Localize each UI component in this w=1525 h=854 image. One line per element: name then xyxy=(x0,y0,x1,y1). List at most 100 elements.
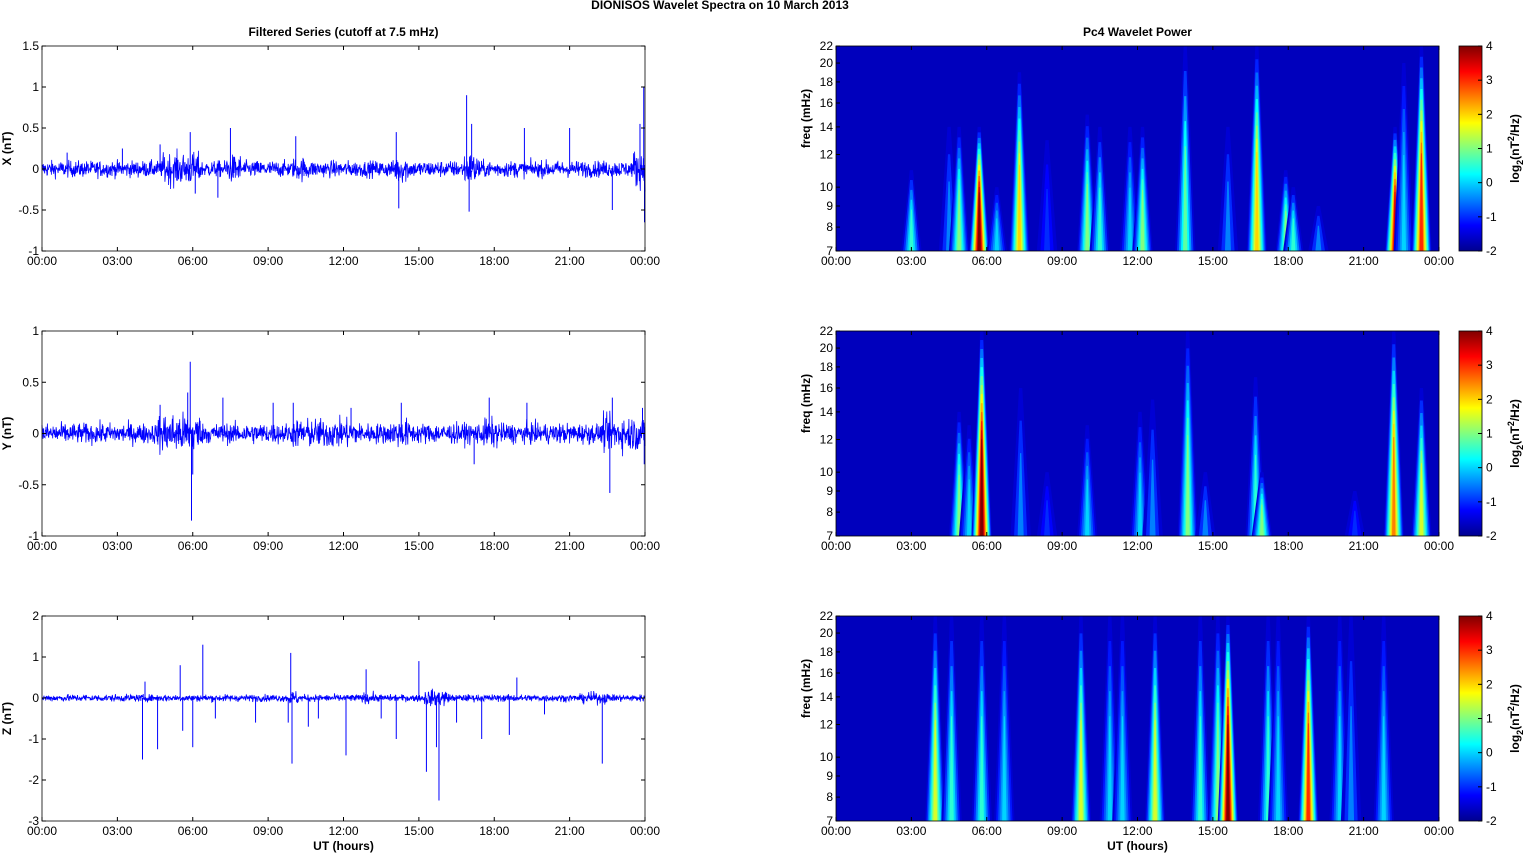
y-tick-label: 7 xyxy=(826,529,833,543)
burst-contour xyxy=(1127,187,1133,251)
y-tick-label: 8 xyxy=(826,790,833,804)
colorbar-tick-label: -2 xyxy=(1486,529,1497,543)
x-tick-label: 06:00 xyxy=(972,824,1002,838)
x-tick-label: 18:00 xyxy=(479,824,509,838)
y-tick-label: 22 xyxy=(820,609,834,623)
wavelet-burst xyxy=(925,616,946,821)
figure-title: DIONISOS Wavelet Spectra on 10 March 201… xyxy=(591,0,849,12)
wavelet-burst xyxy=(948,126,970,251)
x-tick-label: 15:00 xyxy=(1198,254,1228,268)
burst-contour xyxy=(1259,504,1264,536)
colorbar-tick-label: 3 xyxy=(1486,358,1493,372)
y-axis-label: Y (nT) xyxy=(0,417,14,451)
burst-contour xyxy=(1255,152,1259,251)
y-tick-label: 0 xyxy=(32,427,39,441)
y-tick-label: 2 xyxy=(32,609,39,623)
wavelet-burst xyxy=(1112,616,1133,821)
x-tick-label: 06:00 xyxy=(972,539,1002,553)
y-tick-label: 1 xyxy=(32,650,39,664)
colorbar-tick-label: 0 xyxy=(1486,746,1493,760)
burst-contour xyxy=(1291,218,1296,251)
x-tick-label: 15:00 xyxy=(1198,539,1228,553)
burst-layer xyxy=(901,46,1432,251)
burst-contour xyxy=(909,209,914,251)
colorbar-label-part: (nT xyxy=(1508,711,1522,730)
colorbar-label-part: /Hz) xyxy=(1508,684,1522,706)
colorbar-label-part: /Hz) xyxy=(1508,114,1522,136)
y-tick-label: -1 xyxy=(28,529,39,543)
burst-contour xyxy=(966,479,972,536)
burst-contour xyxy=(1107,716,1113,821)
timeseries-panel-Z: -3 -2 -1 0 1 2 Z (nT) 00:00 03:00 06:00 09:00 12:00… xyxy=(0,609,660,853)
y-tick-label: -3 xyxy=(28,814,39,828)
burst-contour xyxy=(1185,435,1190,536)
wavelet-burst xyxy=(1393,63,1415,251)
wavelet-burst xyxy=(1077,425,1098,536)
wavelet-burst xyxy=(1268,616,1289,821)
colorbar-label-part: 2 xyxy=(1506,706,1516,711)
x-tick-label: 21:00 xyxy=(555,824,585,838)
x-axis-label: UT (hours) xyxy=(1107,839,1168,853)
x-tick-label: 00:00 xyxy=(630,824,660,838)
x-tick-label: 06:00 xyxy=(972,254,1002,268)
x-tick-label: 18:00 xyxy=(479,254,509,268)
wavelet-burst xyxy=(1217,616,1239,821)
x-tick-label: 00:00 xyxy=(27,254,57,268)
burst-layer xyxy=(925,616,1394,821)
burst-contour xyxy=(1140,189,1145,251)
burst-contour xyxy=(979,716,984,821)
colorbar-label-part: 2 xyxy=(1515,445,1525,450)
colorbar-label-part: 2 xyxy=(1515,730,1525,735)
colorbar-label-part: (nT xyxy=(1508,426,1522,445)
burst-contour xyxy=(1183,146,1188,251)
y-tick-label: 8 xyxy=(826,220,833,234)
wavelet-burst xyxy=(1144,616,1166,821)
colorbar-tick-label: 3 xyxy=(1486,73,1493,87)
x-tick-label: 09:00 xyxy=(253,254,283,268)
y-tick-label: 20 xyxy=(820,626,834,640)
x-tick-label: 03:00 xyxy=(102,539,132,553)
burst-contour xyxy=(1044,500,1051,536)
wavelet-burst xyxy=(1283,187,1304,251)
wavelet-burst xyxy=(941,616,962,821)
burst-contour xyxy=(1419,153,1424,251)
burst-contour xyxy=(994,218,999,251)
colorbar-tick-label: 3 xyxy=(1486,643,1493,657)
x-axis-label: UT (hours) xyxy=(313,839,374,853)
y-tick-label: 10 xyxy=(820,750,834,764)
y-tick-label: 0.5 xyxy=(22,375,39,389)
y-tick-label: 1 xyxy=(32,324,39,338)
burst-contour xyxy=(1153,720,1157,821)
wavelet-burst xyxy=(986,187,1007,251)
y-tick-label: -1 xyxy=(28,732,39,746)
y-tick-label: 9 xyxy=(826,199,833,213)
colorbar-tick-label: 2 xyxy=(1486,677,1493,691)
x-tick-label: 09:00 xyxy=(253,539,283,553)
burst-contour xyxy=(1044,188,1051,251)
burst-contour xyxy=(933,720,938,821)
x-tick-label: 18:00 xyxy=(479,539,509,553)
wavelet-burst xyxy=(1036,472,1058,536)
x-tick-label: 12:00 xyxy=(328,254,358,268)
wavelet-burst xyxy=(1077,114,1098,251)
wavelet-burst xyxy=(1298,616,1319,821)
y-tick-label: 8 xyxy=(826,505,833,519)
x-tick-label: 00:00 xyxy=(821,539,851,553)
burst-contour xyxy=(1419,463,1424,536)
burst-contour xyxy=(1017,453,1024,536)
y-tick-label: 14 xyxy=(820,405,834,419)
panel-title: Pc4 Wavelet Power xyxy=(1083,25,1192,39)
y-axis-label: freq (mHz) xyxy=(799,659,813,718)
x-tick-label: 21:00 xyxy=(1349,539,1379,553)
x-tick-label: 00:00 xyxy=(630,254,660,268)
colorbar-tick-label: 1 xyxy=(1486,712,1493,726)
wavelet-burst xyxy=(1132,126,1153,251)
colorbar-label: log2(nT2/Hz) xyxy=(1506,684,1525,753)
colorbar-tick-label: 4 xyxy=(1486,324,1493,338)
